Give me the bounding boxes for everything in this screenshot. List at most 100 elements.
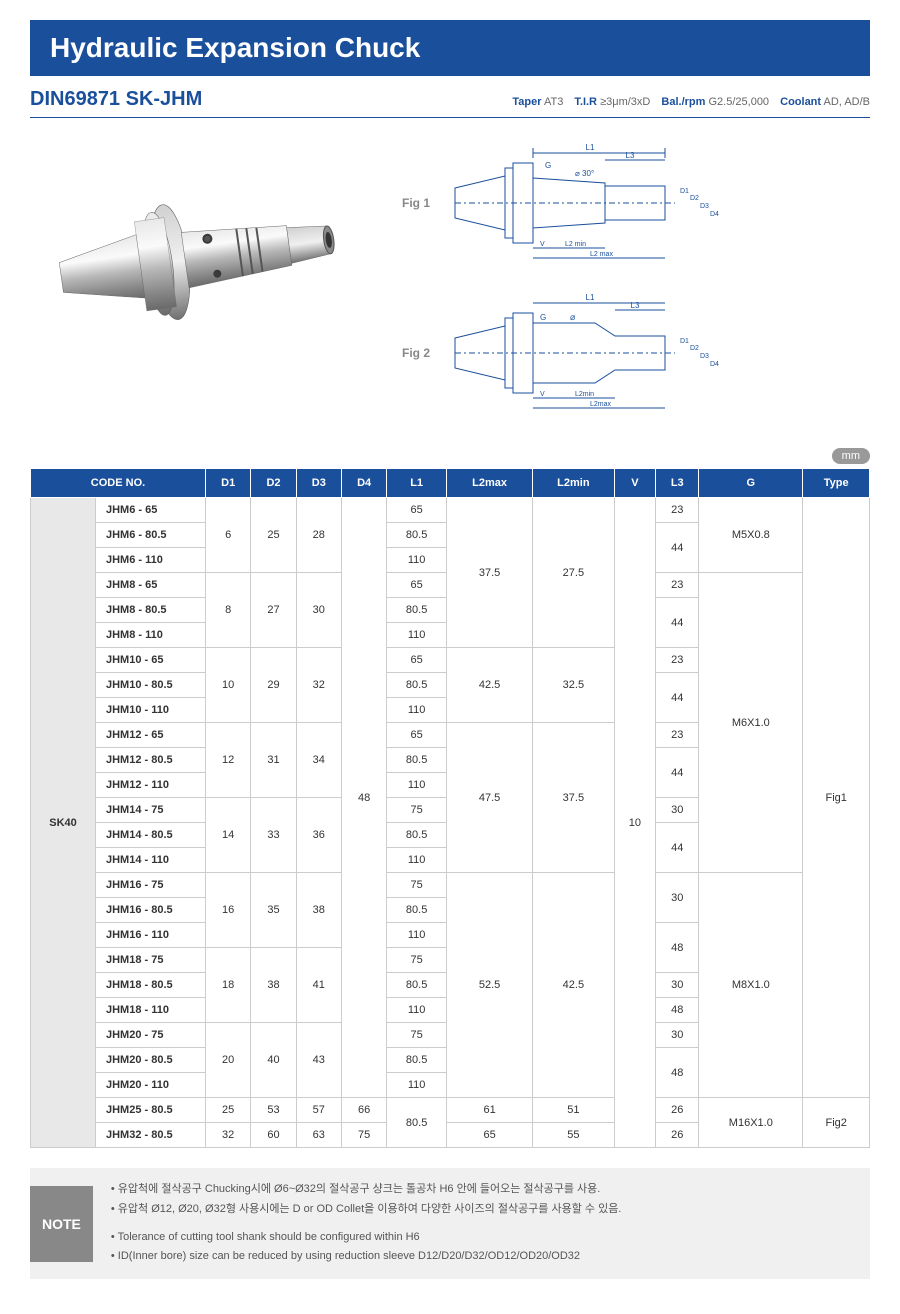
- cell-d3: 36: [296, 798, 341, 873]
- cell-g: M5X0.8: [699, 498, 803, 573]
- cell-l1: 110: [387, 1073, 447, 1098]
- taper-key: Taper: [512, 96, 541, 108]
- technical-diagrams: Fig 1 L1 L3 G ⌀ 30°: [390, 138, 870, 418]
- cell-l3: 23: [656, 648, 699, 673]
- svg-text:L1: L1: [586, 293, 595, 302]
- figures-row: Fig 1 L1 L3 G ⌀ 30°: [30, 138, 870, 418]
- note-line: • ID(Inner bore) size can be reduced by …: [111, 1247, 621, 1267]
- code-cell: JHM18 - 110: [96, 998, 206, 1023]
- coolant-key: Coolant: [780, 96, 821, 108]
- cell-l2min: 55: [533, 1123, 614, 1148]
- col-l1: L1: [387, 469, 447, 498]
- code-cell: JHM12 - 65: [96, 723, 206, 748]
- spec-table: CODE NO. D1 D2 D3 D4 L1 L2max L2min V L3…: [30, 468, 870, 1148]
- code-cell: JHM16 - 110: [96, 923, 206, 948]
- cell-l2min: 37.5: [533, 723, 614, 873]
- cell-d3: 43: [296, 1023, 341, 1098]
- product-photo: [30, 138, 370, 378]
- table-row: JHM16 - 751635387552.542.530M8X1.0: [31, 873, 870, 898]
- svg-text:⌀ 30°: ⌀ 30°: [575, 169, 594, 178]
- cell-l1: 110: [387, 998, 447, 1023]
- code-cell: JHM16 - 75: [96, 873, 206, 898]
- cell-l1: 80.5: [387, 1098, 447, 1148]
- col-v: V: [614, 469, 656, 498]
- svg-text:L2min: L2min: [575, 391, 594, 398]
- cell-d1: 32: [206, 1123, 251, 1148]
- cell-l1: 110: [387, 623, 447, 648]
- code-cell: JHM12 - 110: [96, 773, 206, 798]
- code-cell: JHM18 - 75: [96, 948, 206, 973]
- cell-l2min: 51: [533, 1098, 614, 1123]
- svg-text:D4: D4: [710, 361, 719, 368]
- coolant-val: AD, AD/B: [824, 96, 870, 108]
- table-row: JHM25 - 80.52553576680.5615126M16X1.0Fig…: [31, 1098, 870, 1123]
- code-cell: JHM20 - 80.5: [96, 1048, 206, 1073]
- cell-l3: 23: [656, 573, 699, 598]
- cell-l3: 44: [656, 748, 699, 798]
- cell-l3: 44: [656, 598, 699, 648]
- cell-d1: 20: [206, 1023, 251, 1098]
- svg-text:L2 max: L2 max: [590, 251, 613, 258]
- code-cell: JHM8 - 65: [96, 573, 206, 598]
- col-d2: D2: [251, 469, 296, 498]
- cell-l1: 65: [387, 498, 447, 523]
- taper-val: AT3: [544, 96, 563, 108]
- cell-l3: 48: [656, 998, 699, 1023]
- cell-type: Fig1: [803, 498, 870, 1098]
- cell-l1: 80.5: [387, 523, 447, 548]
- cell-l2max: 42.5: [447, 648, 533, 723]
- fig2-label: Fig 2: [390, 346, 430, 360]
- code-cell: JHM32 - 80.5: [96, 1123, 206, 1148]
- cell-l1: 110: [387, 548, 447, 573]
- spec-line: Taper AT3 T.I.R ≥3μm/3xD Bal./rpm G2.5/2…: [504, 96, 870, 108]
- col-d3: D3: [296, 469, 341, 498]
- svg-text:L3: L3: [631, 301, 640, 310]
- cell-l3: 30: [656, 1023, 699, 1048]
- cell-l3: 44: [656, 673, 699, 723]
- note-line: • Tolerance of cutting tool shank should…: [111, 1228, 621, 1248]
- cell-d1: 16: [206, 873, 251, 948]
- cell-l3: 30: [656, 873, 699, 923]
- code-cell: JHM10 - 80.5: [96, 673, 206, 698]
- code-cell: JHM16 - 80.5: [96, 898, 206, 923]
- col-g: G: [699, 469, 803, 498]
- cell-v: 10: [614, 498, 656, 1148]
- svg-text:D2: D2: [690, 345, 699, 352]
- note-content: • 유압척에 절삭공구 Chucking시에 Ø6~Ø32의 절삭공구 샹크는 …: [93, 1168, 639, 1279]
- cell-l3: 48: [656, 1048, 699, 1098]
- svg-text:V: V: [540, 241, 545, 248]
- code-cell: JHM6 - 65: [96, 498, 206, 523]
- bal-key: Bal./rpm: [661, 96, 705, 108]
- unit-badge: mm: [832, 448, 870, 464]
- cell-l1: 80.5: [387, 823, 447, 848]
- cell-d1: 18: [206, 948, 251, 1023]
- bal-val: G2.5/25,000: [709, 96, 770, 108]
- cell-l1: 75: [387, 948, 447, 973]
- code-cell: JHM18 - 80.5: [96, 973, 206, 998]
- cell-d4: 66: [341, 1098, 386, 1123]
- code-cell: JHM10 - 65: [96, 648, 206, 673]
- note-line: • 유압척 Ø12, Ø20, Ø32형 사용시에는 D or OD Colle…: [111, 1200, 621, 1220]
- cell-l3: 26: [656, 1123, 699, 1148]
- code-cell: JHM6 - 110: [96, 548, 206, 573]
- tir-val: ≥3μm/3xD: [600, 96, 650, 108]
- cell-d3: 34: [296, 723, 341, 798]
- cell-l1: 75: [387, 798, 447, 823]
- code-cell: JHM20 - 110: [96, 1073, 206, 1098]
- svg-text:⌀: ⌀: [570, 312, 576, 322]
- model-number: DIN69871 SK-JHM: [30, 88, 202, 111]
- cell-d1: 8: [206, 573, 251, 648]
- col-l3: L3: [656, 469, 699, 498]
- cell-d3: 63: [296, 1123, 341, 1148]
- cell-l1: 80.5: [387, 898, 447, 923]
- note-line: • 유압척에 절삭공구 Chucking시에 Ø6~Ø32의 절삭공구 샹크는 …: [111, 1180, 621, 1200]
- cell-l1: 80.5: [387, 1048, 447, 1073]
- svg-text:L3: L3: [626, 151, 635, 160]
- fig1-label: Fig 1: [390, 196, 430, 210]
- code-cell: JHM8 - 110: [96, 623, 206, 648]
- cell-l2min: 27.5: [533, 498, 614, 648]
- cell-d1: 25: [206, 1098, 251, 1123]
- cell-d2: 38: [251, 948, 296, 1023]
- cell-type: Fig2: [803, 1098, 870, 1148]
- cell-d1: 10: [206, 648, 251, 723]
